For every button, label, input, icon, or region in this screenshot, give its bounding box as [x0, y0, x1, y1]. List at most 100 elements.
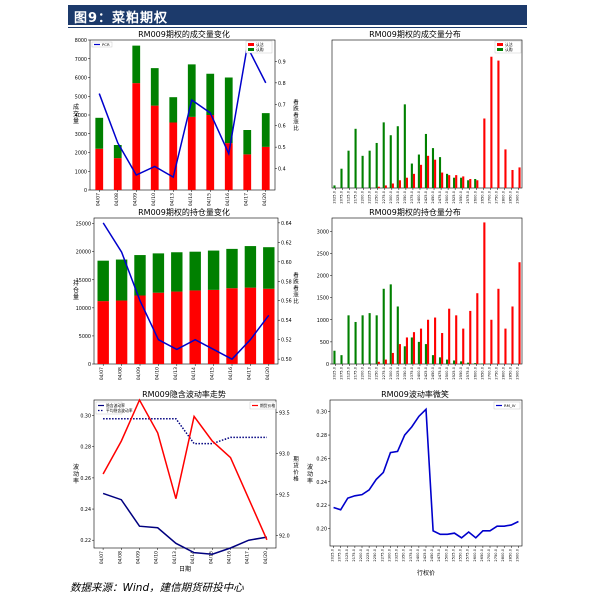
y-tick-label: 1000 [317, 318, 329, 324]
y-tick-label: 0.26 [80, 476, 91, 482]
x-tick-label: 2225.0 [366, 548, 370, 561]
x-tick-label: 04/14 [188, 193, 194, 206]
y-tick-label: 7000 [75, 57, 87, 63]
call-volume-bar [382, 122, 385, 188]
call-oi-bar [97, 260, 109, 302]
x-tick-label: 04/07 [95, 193, 101, 206]
y2-tick-label: 0.52 [281, 338, 292, 344]
put-oi-bar [518, 262, 521, 364]
y-tick-label: 20000 [76, 250, 91, 256]
y2-axis-label: 期 [293, 456, 299, 463]
x-tick-label: 2700.0 [487, 190, 491, 203]
x-tick-label: 04/13 [169, 193, 175, 206]
y2-axis-label: 跌 [293, 105, 299, 113]
y2-axis-label: 涨 [293, 291, 299, 299]
x-tick-label: 2450.0 [431, 366, 435, 379]
x-tick-label: 2275.0 [382, 190, 386, 203]
call-oi-bar [403, 346, 406, 364]
put-oi-bar [171, 291, 183, 364]
call-oi-bar [446, 359, 449, 364]
put-volume-bar [243, 154, 252, 190]
x-tick-label: 2075.0 [340, 366, 344, 379]
put-oi-bar [448, 308, 451, 364]
x-tick-label: 2325.0 [396, 190, 400, 203]
put-volume-bar [377, 186, 380, 188]
y2-tick-label: 0.7 [278, 102, 286, 108]
volume-distribution-chart: RM009期权的成交量分布 2025.0 2075.0 2125.0 2175.0 220… [331, 29, 523, 204]
y2-axis-label: 跌 [293, 278, 299, 286]
call-volume-bar [368, 150, 371, 188]
x-tick-label: 04/20 [262, 193, 268, 206]
x-tick-label: 2900.0 [515, 190, 519, 203]
legend-label: 认购 [505, 47, 513, 52]
x-tick-label: 2350.0 [402, 548, 406, 561]
put-volume-bar [518, 167, 521, 188]
x-tick-label: 04/16 [227, 551, 233, 564]
x-tick-label: 04/09 [136, 551, 142, 564]
x-tick-label: 2325.0 [395, 548, 399, 561]
y-tick-label: 2000 [317, 274, 329, 280]
x-tick-label: 2650.0 [480, 366, 484, 379]
put-oi-bar [455, 315, 458, 364]
x-tick-label: 04/08 [117, 551, 123, 564]
y2-axis-label: 看 [293, 98, 299, 106]
y2-tick-label: 0.60 [281, 260, 292, 266]
x-tick-label: 04/10 [151, 193, 157, 206]
x-tick-label: 04/09 [136, 367, 142, 380]
y-tick-label: 0.28 [80, 445, 91, 451]
legend-label: 期货价格 [260, 403, 275, 408]
call-volume-bar [417, 154, 420, 188]
plot-frame [93, 217, 279, 365]
y-tick-label: 15000 [76, 278, 91, 284]
legend-label: 认沽 [505, 42, 513, 47]
y-axis-label: 仓 [73, 286, 79, 294]
put-volume-bar [150, 105, 159, 190]
put-oi-bar [115, 300, 128, 364]
y2-axis-label: 看 [293, 271, 299, 279]
x-tick-label: 2525.0 [452, 366, 456, 379]
call-volume-bar [354, 128, 357, 188]
put-volume-bar [391, 183, 394, 188]
call-oi-bar [453, 360, 456, 364]
call-oi-bar [467, 362, 470, 364]
put-oi-bar [419, 328, 423, 364]
put-oi-bar [441, 333, 444, 364]
x-tick-label: 2450.0 [431, 190, 435, 203]
put-oi-bar [384, 359, 387, 364]
x-tick-label: 04/08 [118, 367, 124, 380]
x-tick-label: 2575.0 [466, 366, 470, 379]
x-tick-label: 04/17 [245, 551, 251, 564]
put-volume-bar [224, 143, 233, 190]
y-tick-label: 5000 [79, 334, 91, 340]
call-volume-bar [474, 178, 477, 188]
put-volume-bar [511, 169, 514, 188]
legend-label: 平均隐含波动率 [106, 408, 133, 413]
y2-tick-label: 0.58 [281, 279, 292, 285]
x-tick-label: 2550.0 [459, 190, 463, 203]
x-tick-label: 2225.0 [368, 366, 372, 379]
x-tick-label: 2700.0 [487, 548, 491, 561]
call-volume-bar [410, 163, 413, 188]
put-volume-bar [412, 173, 416, 188]
y-tick-label: 0.26 [316, 456, 327, 462]
put-oi-bar [434, 317, 437, 364]
legend-label: 认沽 [256, 42, 264, 47]
x-tick-label: 2175.0 [354, 190, 358, 203]
legend-swatch [497, 43, 503, 46]
x-tick-label: 2900.0 [515, 366, 519, 379]
y-tick-label: 0.30 [316, 410, 327, 416]
y-tick-label: 25000 [76, 222, 91, 228]
call-volume-bar [453, 177, 456, 188]
call-volume-bar [132, 45, 141, 84]
x-tick-label: 04/17 [243, 193, 249, 206]
call-volume-bar [243, 130, 252, 155]
x-tick-label: 04/13 [173, 367, 179, 380]
y-axis-label: 持 [73, 279, 79, 287]
call-oi-bar [410, 337, 413, 364]
put-volume-bar [398, 180, 401, 188]
x-tick-label: 2400.0 [416, 548, 420, 561]
call-volume-bar [224, 77, 233, 144]
call-oi-bar [389, 284, 392, 364]
y2-axis-label: 涨 [293, 118, 299, 126]
call-oi-bar [424, 344, 427, 364]
